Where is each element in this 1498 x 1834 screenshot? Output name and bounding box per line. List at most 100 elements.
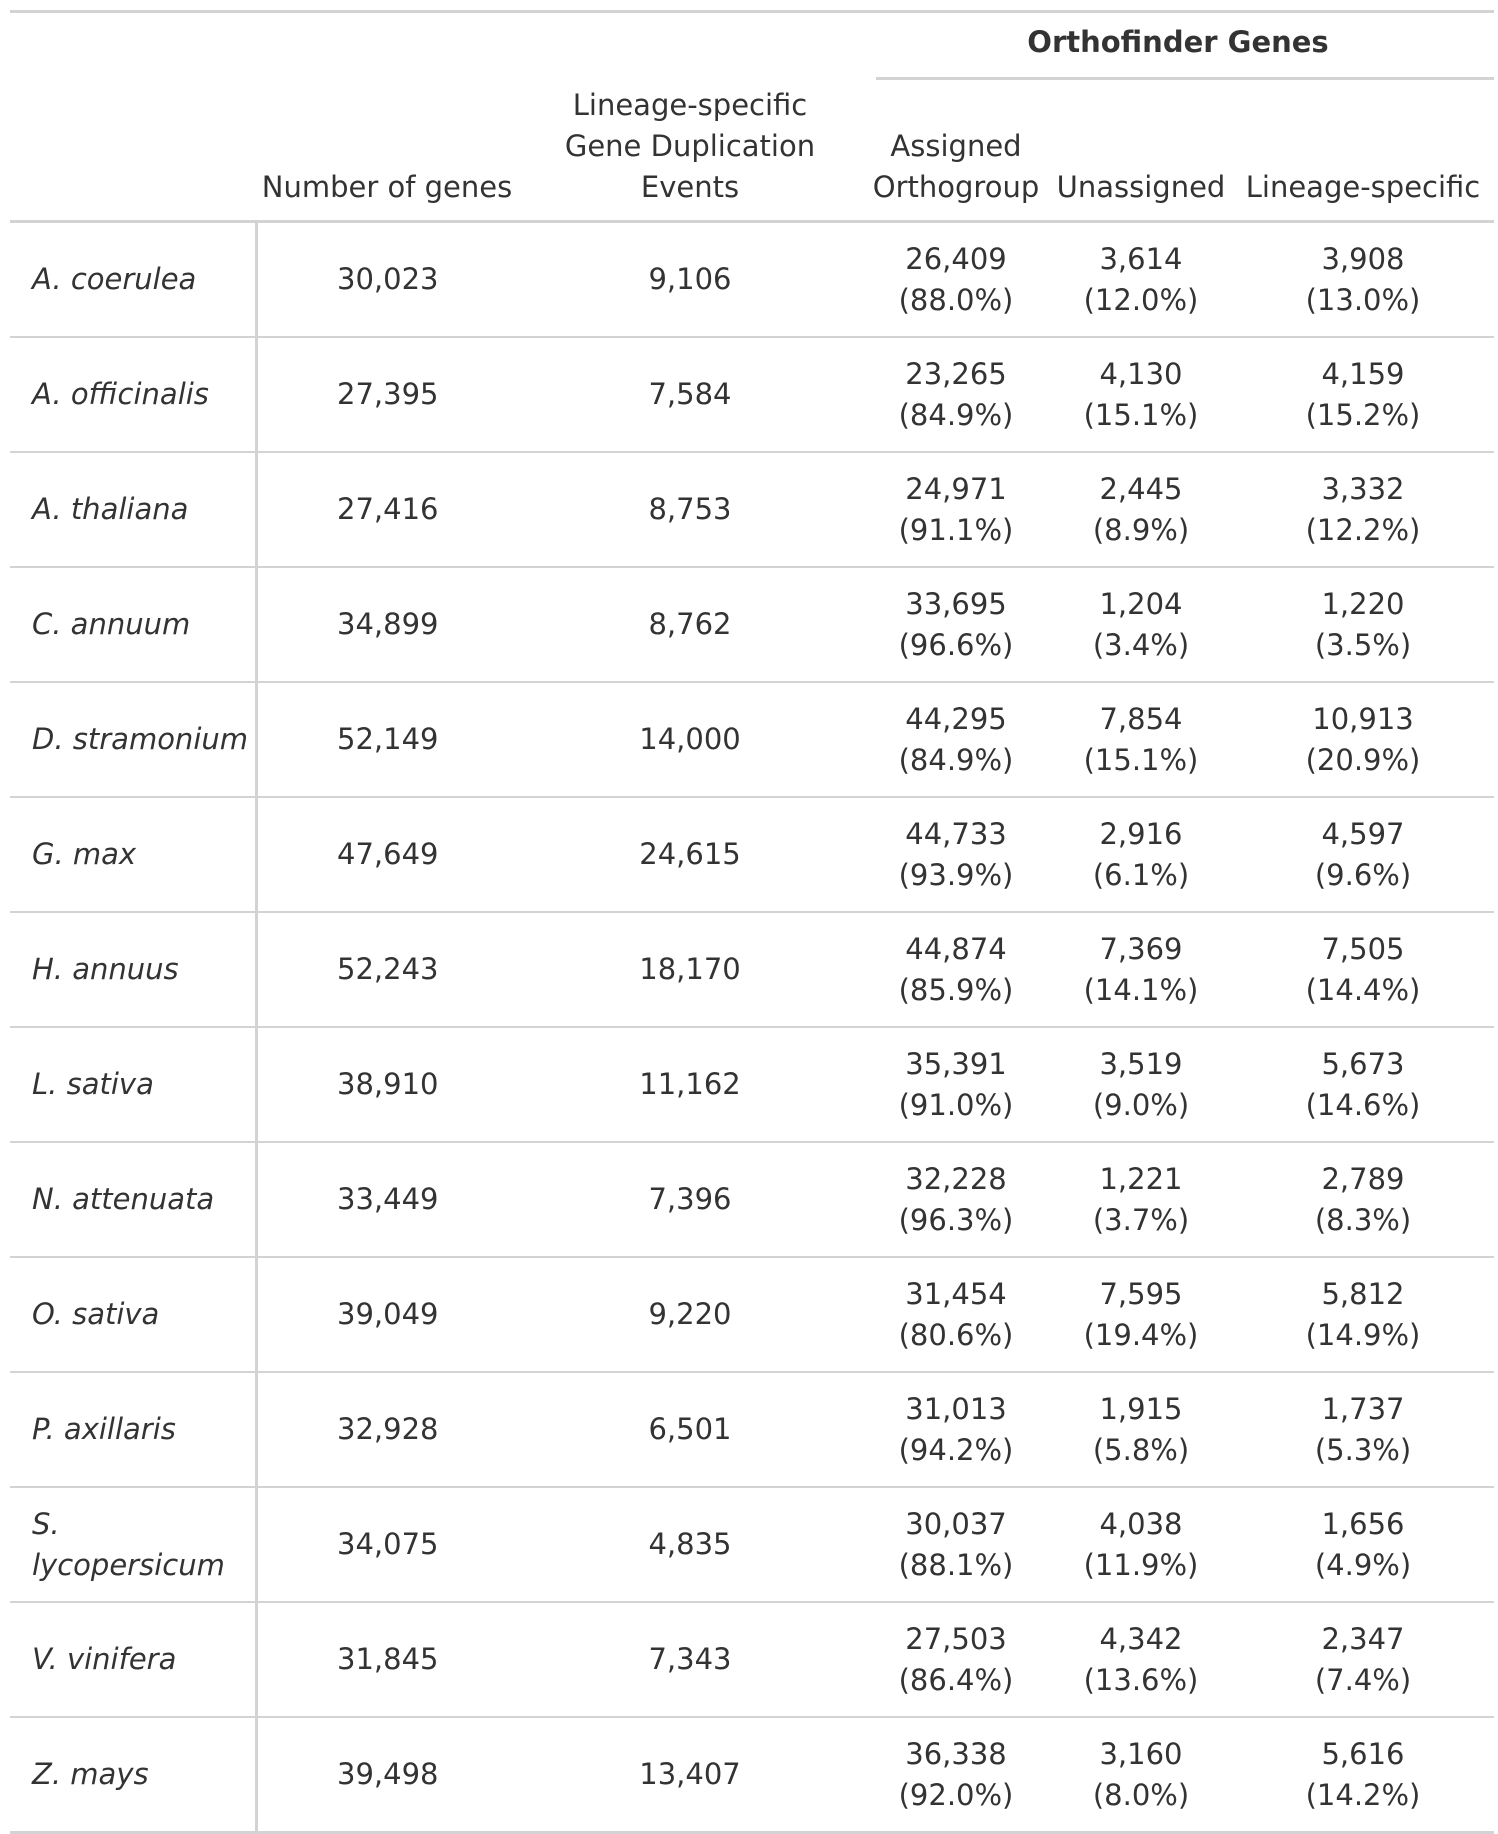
unassigned-cell: 7,595 (19.4%) — [1050, 1256, 1232, 1372]
duplication-cell: 9,106 — [518, 222, 862, 338]
duplication-cell: 4,835 — [518, 1486, 862, 1602]
table-row: S. lycopersicum 34,075 4,835 30,037 (88.1%) 4… — [10, 1486, 1494, 1602]
genes-cell: 27,395 — [256, 336, 518, 452]
lineage-count: 5,616 — [1321, 1736, 1405, 1771]
genes-cell: 39,049 — [256, 1256, 518, 1372]
unassigned-percent: (19.4%) — [1083, 1317, 1199, 1352]
genes-value: 32,928 — [337, 1412, 439, 1446]
lineage-percent: (20.9%) — [1305, 742, 1421, 777]
unassigned-percent: (8.0%) — [1092, 1777, 1190, 1812]
genes-value: 33,449 — [337, 1182, 439, 1216]
lineage-count: 7,505 — [1321, 931, 1405, 966]
header-assigned-line1: Assigned — [890, 129, 1022, 163]
lineage-percent: (14.2%) — [1305, 1777, 1421, 1812]
header-assigned-orthogroup: Assigned Orthogroup — [862, 85, 1050, 223]
species-cell: A. thaliana — [10, 451, 258, 567]
assigned-cell: 31,454 (80.6%) — [862, 1256, 1050, 1372]
lineage-count: 1,737 — [1321, 1391, 1405, 1426]
assigned-cell: 36,338 (92.0%) — [862, 1716, 1050, 1833]
lineage-cell: 7,505 (14.4%) — [1232, 911, 1494, 1027]
genes-cell: 33,449 — [256, 1141, 518, 1257]
lineage-cell: 3,332 (12.2%) — [1232, 451, 1494, 567]
assigned-cell: 33,695 (96.6%) — [862, 566, 1050, 682]
header-number-of-genes: Number of genes — [256, 85, 518, 223]
table-container: Orthofinder Genes Number of genes Lineag… — [10, 10, 1494, 1834]
species-name: A. coerulea — [32, 262, 197, 296]
unassigned-count: 4,342 — [1099, 1621, 1183, 1656]
lineage-percent: (9.6%) — [1314, 857, 1412, 892]
genes-value: 34,075 — [337, 1527, 439, 1561]
lineage-percent: (14.6%) — [1305, 1087, 1421, 1122]
genes-value: 34,899 — [337, 607, 439, 641]
assigned-percent: (84.9%) — [898, 742, 1014, 777]
table-row: N. attenuata 33,449 7,396 32,228 (96.3%) 1,22… — [10, 1141, 1494, 1257]
duplication-cell: 8,762 — [518, 566, 862, 682]
duplication-value: 4,835 — [648, 1527, 732, 1561]
duplication-cell: 18,170 — [518, 911, 862, 1027]
genes-value: 39,498 — [337, 1757, 439, 1791]
lineage-count: 3,908 — [1321, 241, 1405, 276]
lineage-count: 10,913 — [1312, 701, 1414, 736]
duplication-value: 9,106 — [648, 262, 732, 296]
unassigned-count: 4,130 — [1099, 356, 1183, 391]
assigned-percent: (92.0%) — [898, 1777, 1014, 1812]
header-species — [10, 85, 256, 223]
species-cell: S. lycopersicum — [10, 1486, 258, 1602]
table-row: G. max 47,649 24,615 44,733 (93.9%) 2,916 (6.1… — [10, 796, 1494, 912]
genes-cell: 31,845 — [256, 1601, 518, 1717]
assigned-cell: 31,013 (94.2%) — [862, 1371, 1050, 1487]
species-cell: L. sativa — [10, 1026, 258, 1142]
species-name: A. thaliana — [32, 492, 189, 526]
duplication-cell: 6,501 — [518, 1371, 862, 1487]
assigned-count: 36,338 — [905, 1736, 1007, 1771]
duplication-cell: 13,407 — [518, 1716, 862, 1833]
species-cell: G. max — [10, 796, 258, 912]
genes-value: 52,243 — [337, 952, 439, 986]
assigned-cell: 32,228 (96.3%) — [862, 1141, 1050, 1257]
unassigned-cell: 1,204 (3.4%) — [1050, 566, 1232, 682]
species-name: A. officinalis — [32, 377, 209, 411]
lineage-percent: (12.2%) — [1305, 512, 1421, 547]
species-cell: O. sativa — [10, 1256, 258, 1372]
assigned-count: 31,013 — [905, 1391, 1007, 1426]
column-header-row: Number of genes Lineage-specific Gene Du… — [10, 85, 1494, 223]
assigned-cell: 44,733 (93.9%) — [862, 796, 1050, 912]
genes-cell: 32,928 — [256, 1371, 518, 1487]
unassigned-percent: (6.1%) — [1092, 857, 1190, 892]
lineage-count: 2,347 — [1321, 1621, 1405, 1656]
lineage-cell: 4,597 (9.6%) — [1232, 796, 1494, 912]
table-row: A. coerulea 30,023 9,106 26,409 (88.0%) 3,614… — [10, 221, 1494, 338]
spanner-row: Orthofinder Genes — [10, 12, 1494, 86]
species-name: H. annuus — [32, 952, 179, 986]
genes-value: 52,149 — [337, 722, 439, 756]
unassigned-percent: (14.1%) — [1083, 972, 1199, 1007]
lineage-percent: (7.4%) — [1314, 1662, 1412, 1697]
lineage-cell: 10,913 (20.9%) — [1232, 681, 1494, 797]
assigned-percent: (94.2%) — [898, 1432, 1014, 1467]
duplication-value: 8,753 — [648, 492, 732, 526]
table-row: L. sativa 38,910 11,162 35,391 (91.0%) 3,519 (… — [10, 1026, 1494, 1142]
duplication-value: 11,162 — [639, 1067, 741, 1101]
lineage-cell: 2,347 (7.4%) — [1232, 1601, 1494, 1717]
assigned-count: 33,695 — [905, 586, 1007, 621]
header-assigned-line2: Orthogroup — [872, 170, 1040, 204]
genes-cell: 34,899 — [256, 566, 518, 682]
species-name: C. annuum — [32, 607, 191, 641]
unassigned-cell: 3,160 (8.0%) — [1050, 1716, 1232, 1833]
species-cell: D. stramonium — [10, 681, 258, 797]
genes-cell: 34,075 — [256, 1486, 518, 1602]
assigned-cell: 27,503 (86.4%) — [862, 1601, 1050, 1717]
lineage-percent: (8.3%) — [1314, 1202, 1412, 1237]
assigned-percent: (91.0%) — [898, 1087, 1014, 1122]
unassigned-cell: 1,221 (3.7%) — [1050, 1141, 1232, 1257]
assigned-count: 32,228 — [905, 1161, 1007, 1196]
table-header: Orthofinder Genes Number of genes Lineag… — [10, 12, 1494, 223]
unassigned-count: 2,445 — [1099, 471, 1183, 506]
lineage-percent: (14.9%) — [1305, 1317, 1421, 1352]
lineage-cell: 5,673 (14.6%) — [1232, 1026, 1494, 1142]
lineage-cell: 1,737 (5.3%) — [1232, 1371, 1494, 1487]
lineage-count: 1,656 — [1321, 1506, 1405, 1541]
spanner-orthofinder-genes: Orthofinder Genes — [862, 12, 1494, 86]
assigned-percent: (96.6%) — [898, 627, 1014, 662]
assigned-count: 30,037 — [905, 1506, 1007, 1541]
